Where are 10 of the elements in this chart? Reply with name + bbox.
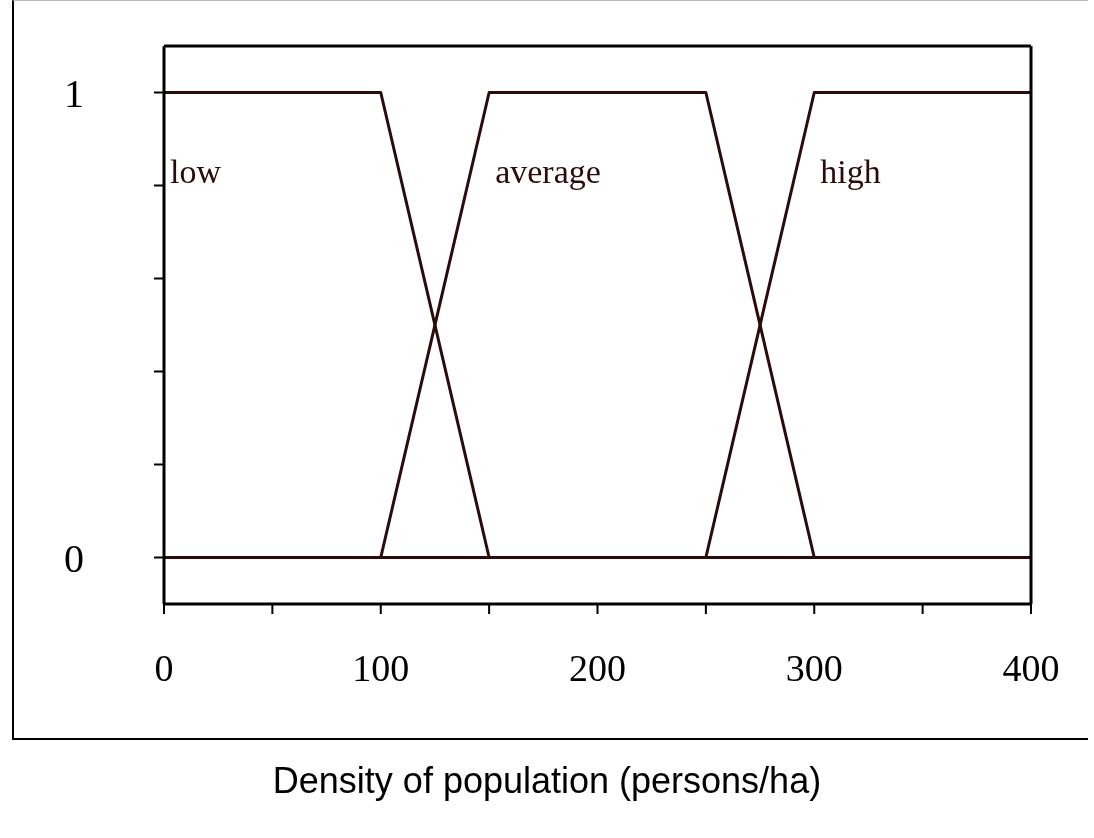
x-tick-label: 400 [1002, 646, 1060, 689]
x-tick-label: 300 [785, 646, 843, 689]
series-label: low [170, 152, 222, 190]
series-label: average [495, 152, 601, 190]
y-tick-label: 1 [64, 70, 84, 116]
series-label: high [820, 152, 881, 190]
x-tick-label: 200 [569, 646, 626, 689]
x-tick-label: 100 [352, 646, 410, 689]
x-tick-label: 0 [154, 646, 174, 689]
x-axis-title: Density of population (persons/ha) [271, 760, 823, 802]
